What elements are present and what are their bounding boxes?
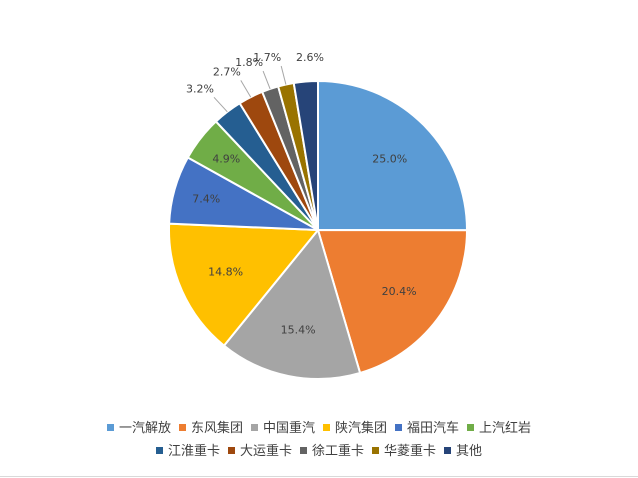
legend-swatch-3: [251, 424, 258, 431]
legend-swatch-5: [395, 424, 402, 431]
slice-7-leader-line: [213, 96, 228, 113]
legend-label-7: 江淮重卡: [168, 443, 220, 459]
legend-label-10: 华菱重卡: [384, 443, 436, 459]
slice-9-leader-line: [262, 70, 271, 90]
legend-swatch-10: [372, 447, 379, 454]
legend-label-9: 徐工重卡: [312, 443, 364, 459]
legend-label-11: 其他: [456, 444, 482, 459]
legend-label-6: 上汽红岩: [479, 420, 531, 436]
legend-label-1: 一汽解放: [119, 421, 171, 436]
slice-2-label: 20.4%: [382, 285, 417, 298]
leader-lines: [213, 65, 287, 113]
slice-8-label: 2.7%: [213, 65, 241, 78]
legend-label-4: 陕汽集团: [335, 420, 387, 436]
slice-1-label: 25.0%: [372, 152, 407, 165]
legend-swatch-6: [467, 424, 474, 431]
slice-7-label: 3.2%: [186, 82, 214, 95]
bottom-divider: [0, 476, 638, 477]
slice-5-label: 7.4%: [192, 192, 220, 205]
pie-slices: [168, 79, 469, 380]
slice-8-leader-line: [240, 80, 252, 98]
legend-swatch-7: [156, 447, 163, 454]
legend-swatch-8: [228, 447, 235, 454]
slice-11: [292, 79, 319, 231]
legend-label-3: 中国重汽: [263, 420, 315, 436]
slice-6-label: 4.9%: [212, 153, 240, 166]
slice-4: [168, 222, 321, 348]
legend-swatch-2: [179, 424, 186, 431]
slice-4-label: 14.8%: [208, 266, 243, 279]
slice-10-leader-line: [280, 65, 287, 85]
legend-swatch-1: [107, 424, 114, 431]
legend-label-2: 东风集团: [191, 420, 243, 436]
data-labels: 25.0% 20.4% 15.4% 14.8% 7.4% 4.9% 3.2% 2.7%1.8%…: [186, 51, 417, 336]
slice-9-label: 1.8%: [235, 56, 263, 69]
slice-1: [317, 79, 469, 232]
slice-2: [316, 228, 469, 375]
legend-swatch-4: [323, 424, 330, 431]
legend-label-8: 大运重卡: [240, 443, 292, 459]
legend-label-5: 福田汽车: [407, 420, 459, 436]
legend-swatch-9: [300, 447, 307, 454]
slice-11-label: 2.6%: [296, 51, 324, 64]
slice-3: [222, 227, 362, 380]
slice-3-label: 15.4%: [281, 323, 316, 336]
slice-10-label: 1.7%: [253, 51, 281, 64]
legend-swatch-11: [444, 447, 451, 454]
